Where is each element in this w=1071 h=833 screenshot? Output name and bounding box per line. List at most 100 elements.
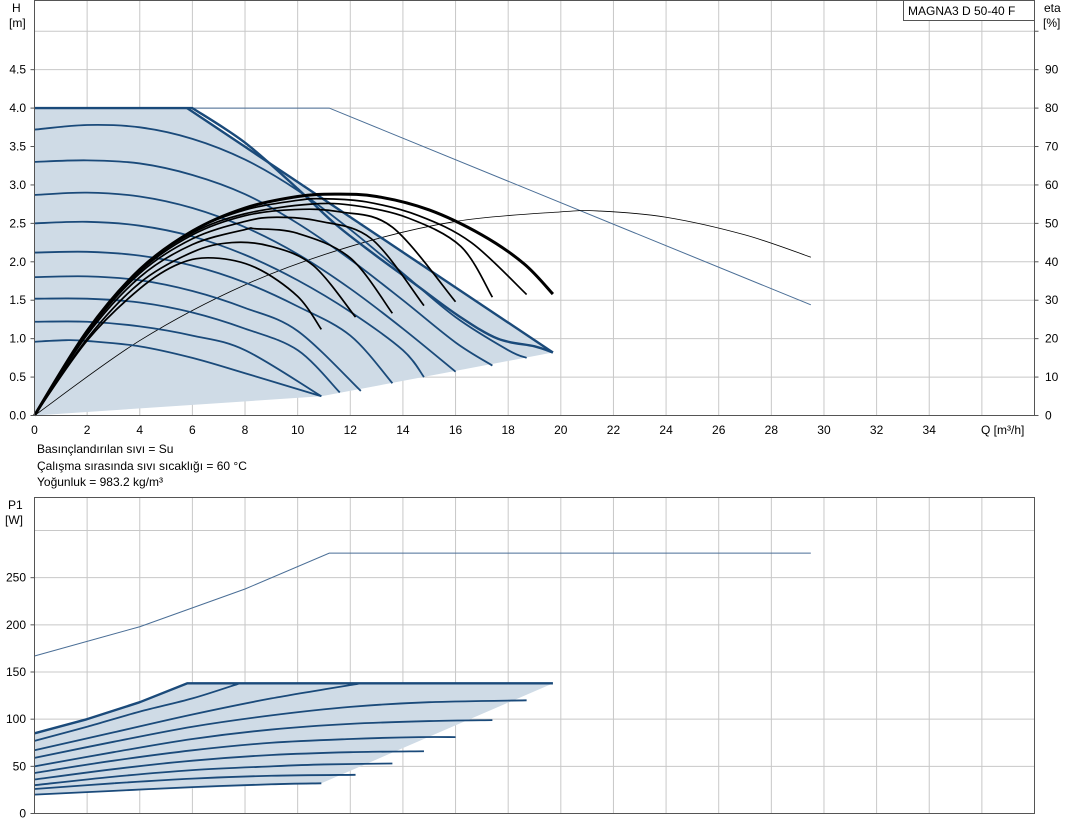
head-speed-curve <box>34 191 457 373</box>
head-speed-curve <box>34 320 322 398</box>
power-speed-curve <box>34 682 241 742</box>
x-axis-label: Q [m³/h] <box>981 423 1024 437</box>
power-tick-label: 0 <box>19 807 26 821</box>
power-chart: 0 50 100 150 200 250 P1 [W] <box>5 497 1035 821</box>
efficiency-curve <box>33 256 323 416</box>
head-tick-label: 2.5 <box>9 216 26 230</box>
x-tick-label: 12 <box>344 423 358 437</box>
x-tick-label: 28 <box>765 423 779 437</box>
eta-tick-label: 20 <box>1045 332 1059 346</box>
power-speed-curve <box>34 773 356 790</box>
x-tick-label: 26 <box>712 423 726 437</box>
x-tick-label: 20 <box>554 423 568 437</box>
power-chart-grid <box>34 497 1035 814</box>
eta-tick-label: 70 <box>1045 140 1059 154</box>
head-speed-curve <box>34 106 554 354</box>
head-chart-ticks: 0 2 4 6 8 10 12 14 16 18 20 22 24 26 28 30 32 340.00.51.0… <box>9 30 1059 437</box>
head-operating-area <box>34 108 553 416</box>
left-axis-label-line2: [m] <box>9 16 26 30</box>
x-tick-label: 18 <box>502 423 516 437</box>
head-speed-curve <box>34 159 493 367</box>
head-speed-curve <box>34 275 362 392</box>
x-tick-label: 2 <box>84 423 91 437</box>
eta-tick-label: 0 <box>1045 409 1052 423</box>
power-tick-label: 150 <box>6 665 26 679</box>
power-speed-curve <box>34 682 361 752</box>
head-chart-grid <box>34 0 1035 416</box>
x-tick-label: 4 <box>136 423 143 437</box>
efficiency-curve <box>33 216 425 416</box>
right-axis-label-line2: [%] <box>1043 16 1060 30</box>
eta-tick-label: 10 <box>1045 370 1059 384</box>
head-tick-label: 3.0 <box>9 178 26 192</box>
power-speed-curve <box>34 736 456 774</box>
power-chart-frame <box>34 497 1035 814</box>
power-axis-label-line2: [W] <box>5 513 23 527</box>
head-speed-curve <box>34 123 527 359</box>
twin-pump-max-power-line <box>34 552 811 657</box>
left-axis-label-line1: H <box>12 1 21 15</box>
x-tick-label: 8 <box>242 423 249 437</box>
x-tick-label: 6 <box>189 423 196 437</box>
head-tick-label: 4.5 <box>9 63 26 77</box>
eta-tick-label: 80 <box>1045 101 1059 115</box>
head-tick-label: 4.0 <box>9 101 26 115</box>
note-density: Yoğunluk = 983.2 kg/m³ <box>37 475 163 489</box>
head-chart-frame <box>34 0 1035 416</box>
efficiency-curve <box>33 227 394 416</box>
eta-tick-label: 50 <box>1045 216 1059 230</box>
eta-tick-label: 90 <box>1045 63 1059 77</box>
x-tick-label: 14 <box>396 423 410 437</box>
head-tick-label: 2.0 <box>9 255 26 269</box>
power-chart-operating-area <box>34 683 553 795</box>
x-tick-label: 34 <box>923 423 937 437</box>
eta-tick-label: 40 <box>1045 255 1059 269</box>
head-speed-curve <box>34 297 341 394</box>
eta-tick-label: 60 <box>1045 178 1059 192</box>
power-speed-curve <box>34 750 424 781</box>
head-tick-label: 0.0 <box>9 409 26 423</box>
x-tick-label: 30 <box>817 423 831 437</box>
power-operating-area <box>34 683 553 795</box>
right-axis-label-line1: eta <box>1044 1 1061 15</box>
power-speed-curve <box>34 682 553 735</box>
head-tick-label: 3.5 <box>9 140 26 154</box>
head-speed-curve <box>34 250 394 384</box>
power-tick-label: 50 <box>13 759 27 773</box>
x-tick-label: 32 <box>870 423 884 437</box>
head-tick-label: 1.5 <box>9 293 26 307</box>
power-speed-curve <box>34 699 527 759</box>
head-tick-label: 0.5 <box>9 370 26 384</box>
head-tick-label: 1.0 <box>9 332 26 346</box>
power-speed-curve <box>34 762 393 787</box>
head-chart: 0 2 4 6 8 10 12 14 16 18 20 22 24 26 28 30 32 340.00.51.0… <box>9 0 1061 437</box>
pump-model-box <box>903 0 1035 21</box>
x-tick-label: 10 <box>291 423 305 437</box>
power-speed-curve <box>34 719 493 768</box>
note-fluid: Basınçlandırılan sıvı = Su <box>37 442 173 456</box>
efficiency-curve <box>33 241 357 416</box>
pump-model-title: MAGNA3 D 50-40 F <box>908 4 1015 18</box>
x-tick-label: 22 <box>607 423 621 437</box>
power-axis-label-line1: P1 <box>8 498 23 512</box>
head-envelope-edge <box>186 107 554 354</box>
x-tick-label: 0 <box>31 423 38 437</box>
head-speed-curve <box>34 220 425 378</box>
eta-tick-label: 30 <box>1045 293 1059 307</box>
power-chart-curves <box>34 552 811 796</box>
power-speed-curve <box>34 782 322 796</box>
fluid-notes: Basınçlandırılan sıvı = Su Çalışma sıras… <box>37 442 247 489</box>
x-tick-label: 24 <box>659 423 673 437</box>
head-chart-operating-area <box>34 108 553 416</box>
note-temperature: Çalışma sırasında sıvı sıcaklığı = 60 °C <box>37 459 247 473</box>
power-tick-label: 100 <box>6 712 26 726</box>
twin-pump-efficiency-line <box>34 210 811 416</box>
power-tick-label: 250 <box>6 571 26 585</box>
head-speed-curve <box>34 339 322 398</box>
power-tick-label: 200 <box>6 618 26 632</box>
efficiency-curve <box>33 208 457 416</box>
power-chart-ticks: 0 50 100 150 200 250 <box>6 571 35 821</box>
head-chart-curves <box>33 106 812 417</box>
x-tick-label: 16 <box>449 423 463 437</box>
